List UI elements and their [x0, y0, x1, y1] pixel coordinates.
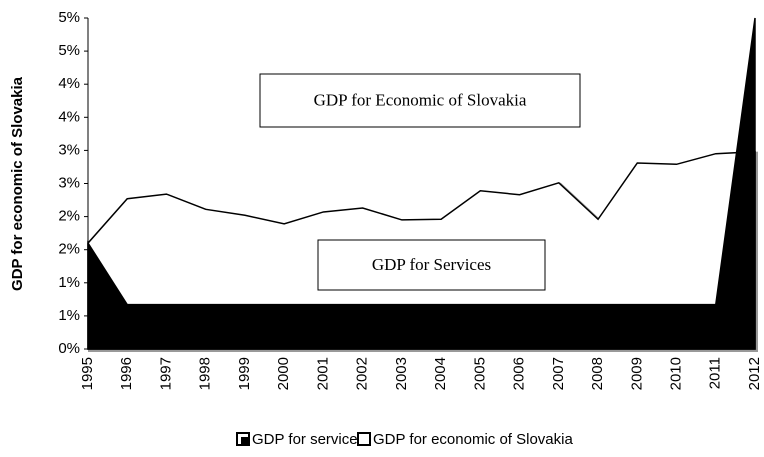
y-tick-label: 2% — [58, 241, 80, 258]
legend-marker — [357, 432, 371, 446]
y-tick-label: 4% — [58, 75, 80, 92]
x-tick-label: 1996 — [118, 357, 135, 390]
annotation-box — [259, 73, 581, 128]
y-tick-label: 2% — [58, 208, 80, 225]
y-tick-label: 5% — [58, 42, 80, 59]
y-tick-label: 3% — [58, 141, 80, 158]
annotation: GDP for Services — [372, 255, 491, 274]
legend-label: GDP for economic of Slovakia — [373, 431, 573, 448]
y-tick-label: 1% — [58, 274, 80, 291]
x-tick-label: 2009 — [628, 357, 645, 390]
x-tick-label: 2003 — [393, 357, 410, 390]
x-tick-label: 2010 — [667, 357, 684, 390]
legend-marker-fill — [241, 437, 249, 445]
x-tick-label: 2005 — [471, 357, 488, 390]
x-tick-label: 2006 — [511, 357, 528, 390]
x-tick-label: 2012 — [746, 357, 763, 390]
x-tick-label: 2001 — [314, 357, 331, 390]
x-tick-label: 1995 — [79, 357, 96, 390]
x-tick-label: 2007 — [550, 357, 567, 390]
y-tick-label: 0% — [58, 340, 80, 357]
y-tick-label: 4% — [58, 108, 80, 125]
x-tick-label: 1998 — [197, 357, 214, 390]
area — [87, 17, 756, 350]
y-tick-label: 1% — [58, 307, 80, 324]
x-tick-label: 2002 — [354, 357, 371, 390]
y-tick-label: 5% — [58, 9, 80, 26]
legend-label: GDP for services — [252, 431, 365, 448]
y-axis-title: GDP for economic of Slovakia — [9, 76, 26, 291]
annotation: GDP for Economic of Slovakia — [314, 90, 527, 109]
y-tick-label: 3% — [58, 174, 80, 191]
x-tick-label: 2008 — [589, 357, 606, 390]
x-tick-label: 1999 — [236, 357, 253, 390]
annotation-box — [317, 239, 546, 291]
x-tick-label: 2011 — [707, 357, 724, 389]
x-tick-label: 2004 — [432, 357, 449, 390]
x-tick-label: 1997 — [157, 357, 174, 390]
x-tick-label: 2000 — [275, 357, 292, 390]
